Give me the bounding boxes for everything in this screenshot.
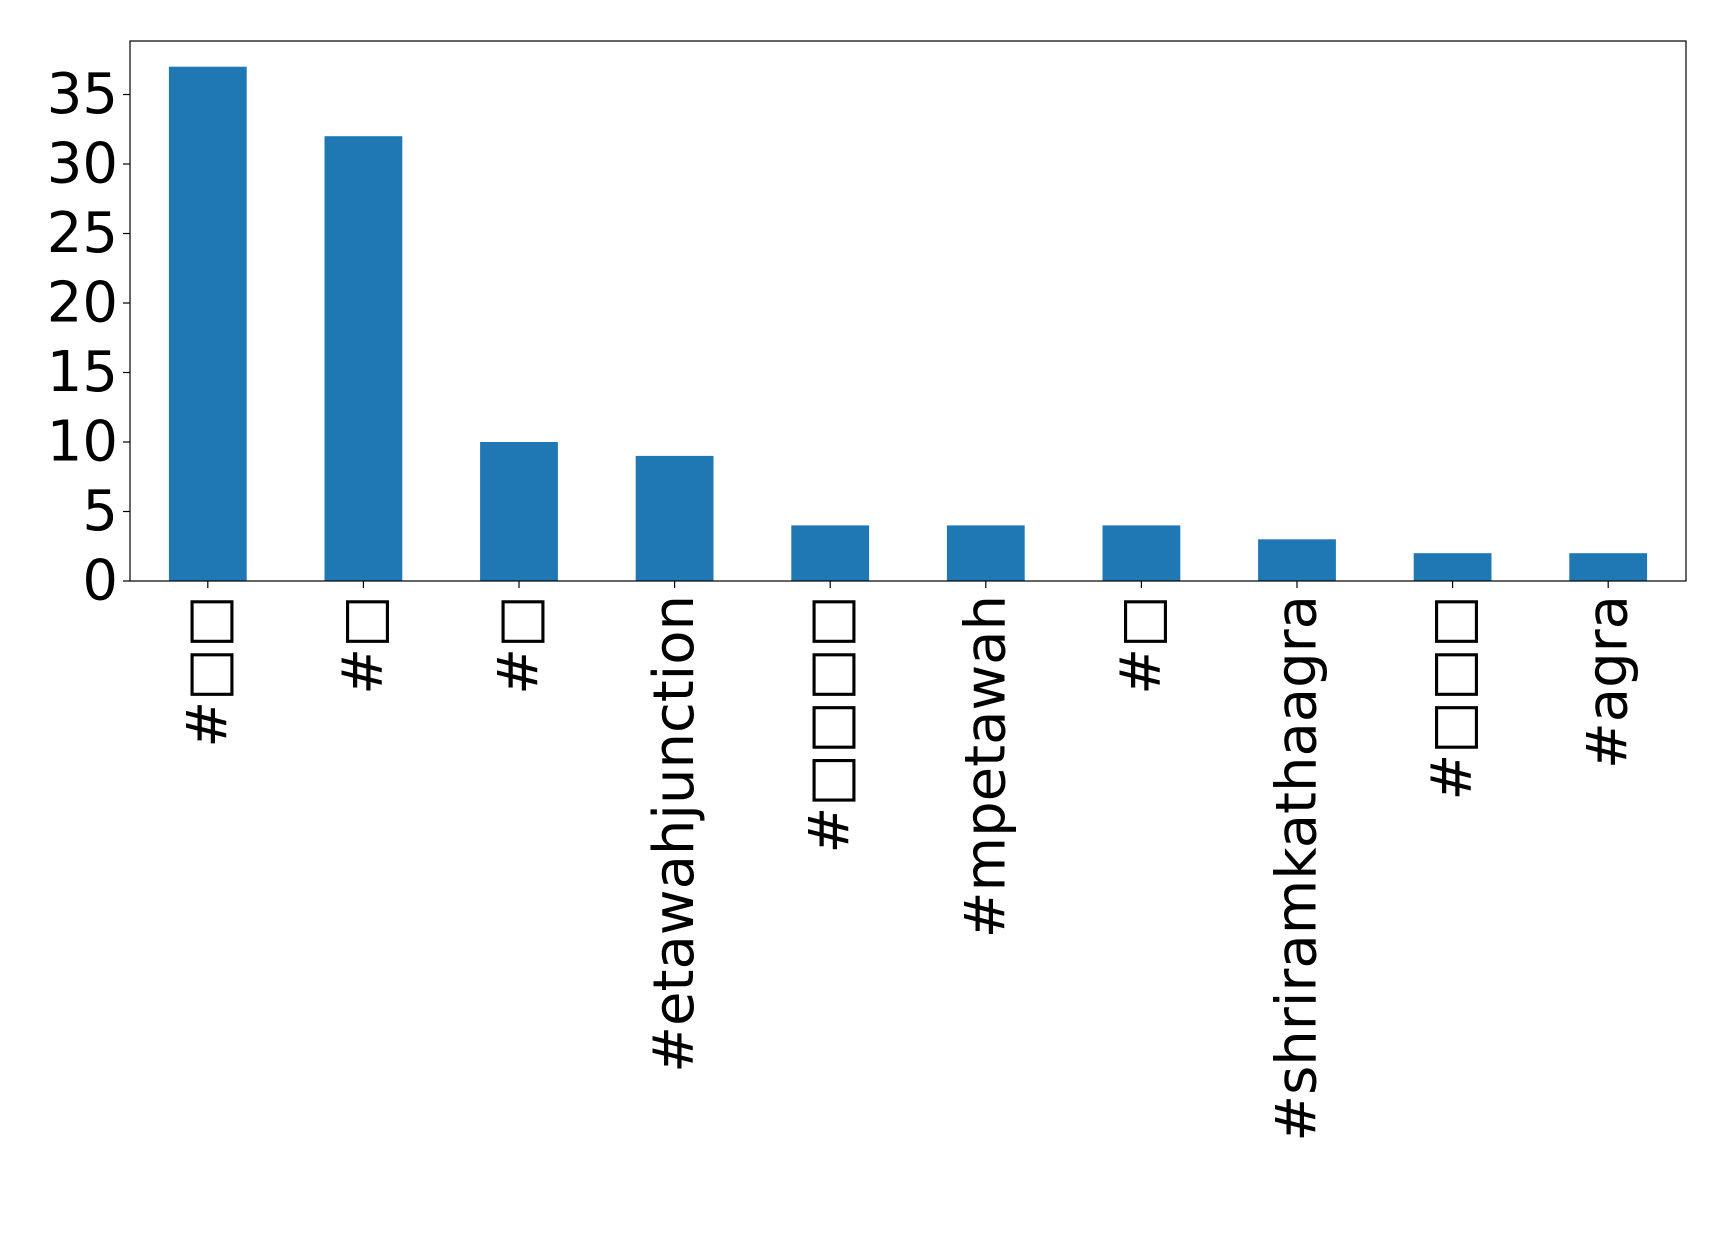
y-tick-label: 20 <box>47 271 118 336</box>
bar <box>791 525 870 581</box>
bar <box>1413 553 1492 581</box>
plot-area-frame <box>129 40 1687 582</box>
y-tick-label: 30 <box>47 132 118 197</box>
x-tick-label: #shriramkathaagra <box>1265 595 1330 1142</box>
bar <box>480 442 558 581</box>
bar <box>168 66 247 581</box>
x-tick-label: #etawahjunction <box>642 595 707 1073</box>
bar <box>946 525 1025 581</box>
y-tick-label: 25 <box>47 201 118 266</box>
x-tick-label: #□ <box>1109 595 1174 695</box>
y-tick-label: 35 <box>47 62 118 127</box>
bar <box>1102 525 1181 581</box>
bar <box>635 455 714 581</box>
x-tick-label: #agra <box>1576 595 1641 769</box>
x-tick-label: #□□ <box>175 595 240 748</box>
bar <box>1569 553 1648 581</box>
bar <box>324 136 403 582</box>
x-tick-label: #□ <box>331 595 396 695</box>
y-tick-label: 10 <box>47 410 118 475</box>
x-tick-label: #mpetawah <box>953 595 1018 938</box>
x-tick-label: #□ <box>487 595 552 695</box>
x-tick-label: #□□□ <box>1420 595 1485 801</box>
y-tick-label: 15 <box>47 340 118 405</box>
bars-group <box>168 66 1648 582</box>
bar <box>1258 539 1336 581</box>
x-tick-label: #□□□□ <box>798 595 863 854</box>
x-ticks-group: #□□ #□ #□ #etawahjunction #□□□□ #mpetawah #□ #s… <box>175 581 1641 1142</box>
y-tick-label: 0 <box>82 549 118 614</box>
y-tick-label: 5 <box>82 479 118 544</box>
